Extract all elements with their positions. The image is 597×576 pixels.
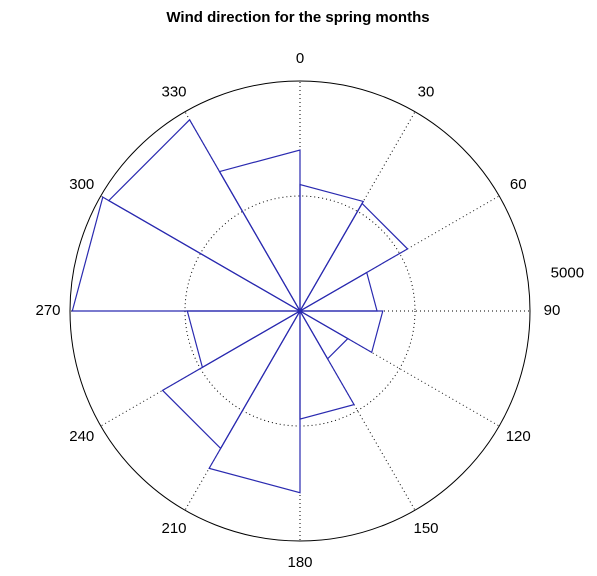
r-tick-label: 5000	[551, 264, 584, 281]
theta-tick-label: 30	[418, 84, 435, 101]
chart-title: Wind direction for the spring months	[166, 9, 429, 26]
theta-tick-label: 90	[544, 302, 561, 319]
theta-tick-label: 150	[413, 520, 438, 537]
theta-tick-label: 300	[69, 176, 94, 193]
outer-circle	[69, 80, 531, 542]
theta-tick-label: 180	[287, 554, 312, 571]
theta-tick-label: 240	[69, 428, 94, 445]
theta-tick-label: 60	[510, 176, 527, 193]
theta-tick-label: 120	[506, 428, 531, 445]
theta-tick-label: 330	[161, 84, 186, 101]
theta-tick-label: 210	[161, 520, 186, 537]
rose-petal	[218, 149, 301, 314]
theta-tick-label: 0	[296, 50, 304, 67]
theta-tick-label: 270	[35, 302, 60, 319]
